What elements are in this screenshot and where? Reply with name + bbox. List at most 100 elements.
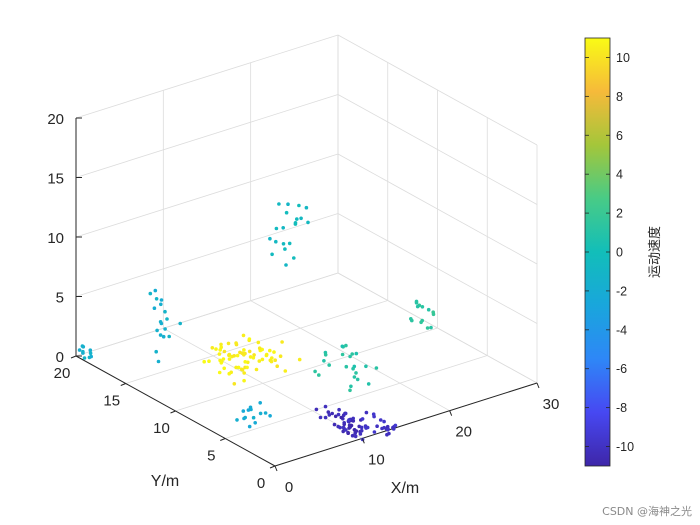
- data-point: [235, 353, 240, 358]
- data-point: [274, 226, 279, 231]
- data-point: [256, 340, 261, 345]
- data-point: [350, 352, 355, 356]
- data-point: [326, 410, 331, 414]
- data-point: [351, 416, 356, 421]
- data-point: [82, 356, 87, 360]
- colorbar-tick-label: 6: [616, 129, 623, 143]
- data-point: [272, 350, 276, 354]
- data-point: [247, 349, 252, 354]
- data-point: [240, 351, 245, 356]
- data-point: [242, 371, 246, 375]
- data-point: [340, 352, 345, 357]
- data-point: [257, 346, 262, 351]
- data-point: [156, 359, 161, 364]
- back-wall-grid-line: [75, 94, 339, 178]
- data-point: [275, 364, 280, 369]
- data-point: [375, 424, 379, 429]
- data-point: [306, 220, 310, 225]
- data-point: [89, 354, 93, 359]
- data-point: [350, 433, 355, 438]
- data-point: [297, 203, 301, 208]
- data-point: [419, 320, 423, 325]
- data-point: [226, 341, 231, 346]
- back-wall-grid-line: [75, 272, 339, 357]
- x-axis-line: [274, 382, 538, 467]
- data-point: [327, 413, 332, 417]
- data-point: [178, 321, 182, 326]
- data-point: [236, 365, 241, 370]
- data-point: [349, 384, 353, 389]
- data-point: [281, 226, 286, 230]
- colorbar-tick-label: -10: [616, 440, 634, 454]
- x-tick-mark: [274, 465, 278, 472]
- data-point: [323, 353, 328, 357]
- data-point: [304, 205, 309, 210]
- data-point: [257, 359, 262, 363]
- data-point: [165, 317, 169, 321]
- data-point: [234, 365, 238, 370]
- data-point: [338, 425, 342, 430]
- data-point: [365, 425, 370, 430]
- data-point: [314, 407, 319, 412]
- data-point: [344, 364, 349, 369]
- data-point: [283, 247, 287, 251]
- data-point: [252, 353, 256, 357]
- data-point: [274, 239, 278, 244]
- data-point: [248, 405, 253, 410]
- data-point: [372, 430, 377, 434]
- colorbar-tick-label: 8: [616, 90, 623, 104]
- data-point: [352, 375, 357, 379]
- data-point: [293, 222, 298, 226]
- data-point: [359, 425, 364, 430]
- data-point: [327, 363, 332, 367]
- data-point: [241, 409, 246, 413]
- data-point: [234, 341, 238, 345]
- data-point: [287, 241, 292, 246]
- y-tick-label: 0: [257, 475, 265, 492]
- data-point: [207, 359, 211, 364]
- x-tick-label: 30: [543, 396, 560, 413]
- side-wall-grid-line: [337, 94, 538, 205]
- data-point: [242, 416, 246, 421]
- floor-grid-line: [175, 327, 438, 412]
- y-tick-label: 5: [207, 448, 215, 465]
- data-point: [81, 345, 86, 349]
- data-point: [253, 421, 257, 425]
- data-point: [317, 373, 321, 377]
- data-point: [323, 415, 328, 420]
- data-point: [429, 325, 433, 330]
- data-point: [284, 263, 288, 267]
- y-axis-label: Y/m: [151, 473, 179, 490]
- data-point: [371, 412, 376, 417]
- z-tick-label: 20: [47, 111, 64, 128]
- data-point: [283, 369, 288, 373]
- data-point: [202, 359, 206, 364]
- data-point: [222, 349, 227, 354]
- data-point: [159, 298, 164, 302]
- floor-grid-line: [225, 355, 488, 439]
- x-tick-mark: [361, 438, 365, 444]
- data-point: [222, 366, 226, 371]
- data-point: [360, 417, 365, 421]
- data-point: [268, 348, 272, 353]
- data-point: [154, 297, 159, 301]
- data-point: [385, 427, 390, 432]
- data-point: [426, 307, 431, 312]
- z-tick-label: 0: [56, 349, 64, 366]
- data-point: [292, 256, 296, 260]
- data-point: [332, 422, 337, 427]
- data-point: [221, 357, 226, 361]
- data-point: [242, 378, 246, 383]
- data-point: [333, 414, 338, 419]
- data-point: [258, 401, 263, 405]
- data-point: [364, 410, 369, 415]
- data-point: [227, 371, 231, 376]
- side-wall-grid-line: [337, 213, 538, 324]
- colorbar-tick-label: -6: [616, 362, 627, 376]
- back-wall-grid-line: [75, 34, 339, 119]
- data-point: [358, 432, 363, 436]
- data-point: [299, 216, 303, 221]
- data-point: [167, 334, 171, 339]
- watermark: CSDN @海神之光: [602, 505, 692, 518]
- y-tick-mark: [120, 383, 126, 386]
